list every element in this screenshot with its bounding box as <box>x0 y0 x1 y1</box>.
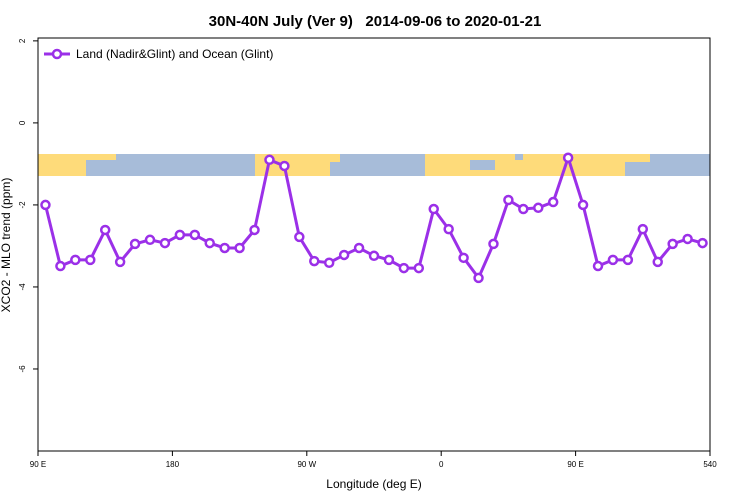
data-point <box>204 237 215 249</box>
data-point <box>353 242 365 254</box>
map-strip <box>38 154 710 176</box>
chart-title: 30N-40N July (Ver 9) 2014-09-06 to 2020-… <box>209 13 542 30</box>
data-point <box>279 160 290 172</box>
data-point <box>249 224 260 236</box>
data-point <box>99 224 111 236</box>
y-axis-label: XCO2 - MLO trend (ppm) <box>0 178 13 313</box>
data-point <box>562 152 574 164</box>
y-tick-label: -6 <box>18 365 27 373</box>
data-point <box>129 238 141 250</box>
y-tick-label: -4 <box>18 283 27 291</box>
data-point <box>697 237 708 249</box>
legend-label: Land (Nadir&Glint) and Ocean (Glint) <box>76 47 273 61</box>
data-point <box>234 242 245 254</box>
data-point <box>607 254 619 266</box>
data-point <box>114 256 126 268</box>
data-point <box>309 255 320 267</box>
x-tick-label: 0 <box>439 460 444 469</box>
data-point <box>219 242 230 254</box>
data-point <box>652 256 663 268</box>
data-point <box>294 231 305 243</box>
plot-frame <box>37 37 711 452</box>
legend-marker <box>51 48 63 60</box>
data-point <box>533 202 544 214</box>
data-point <box>547 196 559 208</box>
data-point <box>383 254 395 266</box>
data-point <box>458 252 469 264</box>
data-point <box>667 238 678 250</box>
x-tick-label: 90 E <box>30 460 46 469</box>
data-point <box>70 254 81 266</box>
y-tick-label: 2 <box>18 38 27 43</box>
data-point <box>264 154 275 166</box>
data-point <box>189 229 201 241</box>
x-tick-label: 90 W <box>297 460 316 469</box>
data-point <box>488 238 499 250</box>
data-point <box>174 229 186 241</box>
data-point <box>443 223 454 235</box>
x-tick-label: 90 E <box>567 460 583 469</box>
data-point <box>413 262 425 274</box>
data-point <box>592 260 604 272</box>
data-point <box>503 194 514 206</box>
data-point <box>85 254 96 266</box>
data-point <box>428 203 439 215</box>
data-point <box>398 262 410 274</box>
data-point <box>473 272 484 284</box>
x-tick-label: 540 <box>703 460 717 469</box>
data-point <box>323 257 335 269</box>
data-point <box>159 237 171 249</box>
data-point <box>55 260 66 272</box>
data-point <box>338 249 350 261</box>
y-tick-label: 0 <box>18 120 27 125</box>
data-point <box>368 250 380 262</box>
data-point <box>144 234 156 246</box>
data-point <box>518 203 529 215</box>
x-axis-label: Longitude (deg E) <box>326 477 421 491</box>
x-tick-label: 180 <box>166 460 180 469</box>
y-tick-label: -2 <box>18 201 27 209</box>
data-point <box>40 199 51 211</box>
data-point <box>622 254 634 266</box>
data-point <box>682 233 693 245</box>
data-point <box>577 199 589 211</box>
data-point <box>637 223 649 235</box>
